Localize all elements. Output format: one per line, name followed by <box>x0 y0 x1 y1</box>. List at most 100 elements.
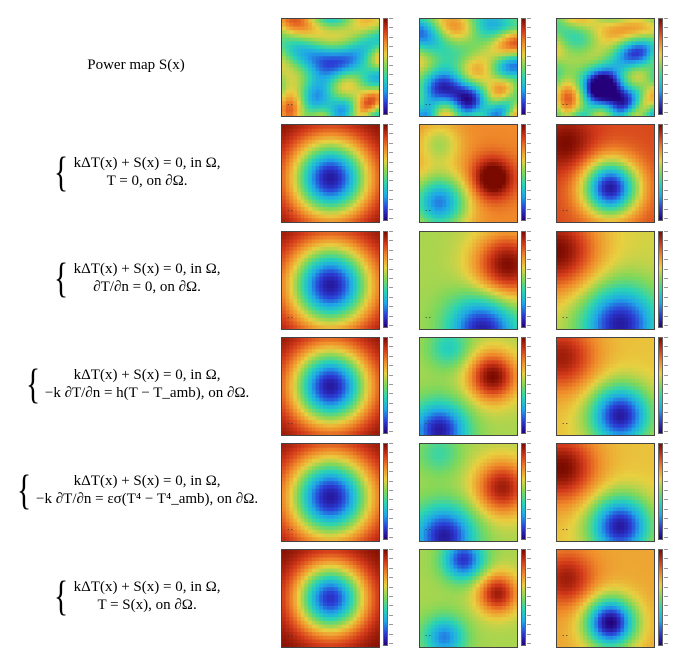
heatmap-cell <box>364 276 369 282</box>
heatmap-cell <box>502 93 507 98</box>
heatmap-cell <box>308 235 313 241</box>
heatmap-cell <box>360 310 365 315</box>
heatmap-cell <box>583 108 588 113</box>
heatmap-cell <box>639 199 644 204</box>
heatmap-cell <box>352 132 358 137</box>
heatmap-cell <box>627 214 633 219</box>
heatmap-cell <box>639 180 644 186</box>
heatmap-cell <box>601 184 607 190</box>
heatmap-cell <box>475 243 481 248</box>
heatmap-cell <box>631 169 636 175</box>
heatmap-cell <box>627 19 633 24</box>
heatmap-cell <box>337 48 343 54</box>
heatmap-cell <box>375 30 379 35</box>
heatmap-cell <box>624 86 629 91</box>
heatmap-cell <box>364 310 369 315</box>
heatmap-cell <box>423 192 429 197</box>
heatmap-cell <box>453 214 458 219</box>
heatmap-cell <box>345 89 350 95</box>
heatmap-cell <box>505 139 511 145</box>
heatmap-cell <box>330 207 335 212</box>
heatmap-cell <box>513 41 517 46</box>
heatmap-cell <box>319 162 324 167</box>
heatmap-cell <box>590 71 595 76</box>
heatmap-cell <box>505 162 511 167</box>
heatmap-cell <box>609 56 614 61</box>
heatmap-cell <box>505 101 511 106</box>
heatmap-cell <box>494 218 499 222</box>
heatmap-cell <box>337 188 343 193</box>
heatmap-cell <box>442 93 447 98</box>
heatmap-cell <box>334 295 339 300</box>
heatmap-cell <box>371 56 376 61</box>
heatmap-cell <box>571 151 577 156</box>
heatmap-cell <box>490 162 496 167</box>
heatmap-cell <box>571 19 577 24</box>
heatmap-cell <box>345 235 350 241</box>
heatmap-cell <box>300 210 305 216</box>
heatmap-cell <box>564 136 569 141</box>
heatmap-cell <box>345 56 350 61</box>
heatmap-cell <box>505 132 511 137</box>
heatmap-cell <box>631 199 636 204</box>
heatmap-cell <box>453 82 458 87</box>
heatmap-cell <box>352 195 358 201</box>
heatmap-cell <box>490 180 496 186</box>
heatmap-cell <box>468 71 473 76</box>
heatmap-cell <box>296 218 302 222</box>
heatmap-cell <box>612 210 618 216</box>
heatmap-cell <box>624 203 629 208</box>
heatmap-cell <box>337 37 343 42</box>
heatmap-cell <box>598 93 603 98</box>
heatmap-cell <box>330 239 335 244</box>
heatmap-cell <box>564 112 569 116</box>
heatmap-cell <box>330 299 335 304</box>
heatmap-cell <box>315 101 320 106</box>
heatmap-cell <box>464 37 470 42</box>
heatmap-cell <box>461 166 466 171</box>
heatmap-cell <box>472 37 477 42</box>
heatmap-cell <box>650 82 654 87</box>
heatmap-cell <box>334 302 339 308</box>
heatmap-cell <box>330 246 335 252</box>
heatmap-cell <box>326 258 332 263</box>
heatmap-cell <box>308 143 313 148</box>
heatmap-cell <box>431 239 436 244</box>
colorbar-tick <box>527 124 531 125</box>
heatmap-cell <box>423 125 429 130</box>
heatmap-cell <box>311 112 317 116</box>
heatmap-cell <box>319 210 324 216</box>
heatmap-cell <box>375 154 379 160</box>
heatmap-cell <box>612 93 618 98</box>
heatmap-cell <box>311 280 317 285</box>
heatmap-cell <box>300 287 305 293</box>
heatmap-cell <box>304 22 309 28</box>
heatmap-cell <box>434 71 440 76</box>
heatmap-cell <box>620 180 625 186</box>
heatmap-cell <box>594 93 599 98</box>
heatmap-cell <box>635 26 640 31</box>
heatmap-cell <box>315 89 320 95</box>
heatmap-cell <box>356 132 361 137</box>
heatmap-cell <box>282 48 287 54</box>
heatmap-cell <box>319 151 324 156</box>
heatmap-cell <box>468 132 473 137</box>
heatmap-cell <box>505 78 511 84</box>
heatmap-cell <box>575 78 580 84</box>
heatmap-cell <box>605 162 610 167</box>
heatmap-cell <box>300 86 305 91</box>
heatmap-cell <box>349 302 354 308</box>
heatmap-cell <box>453 30 458 35</box>
heatmap-cell <box>375 188 379 193</box>
heatmap-cell <box>431 22 436 28</box>
heatmap-cell <box>356 101 361 106</box>
heatmap-cell <box>498 184 503 190</box>
heatmap-cell <box>334 101 339 106</box>
heatmap-cell <box>461 177 466 182</box>
heatmap-cell <box>326 78 332 84</box>
heatmap-cell <box>464 139 470 145</box>
heatmap-cell <box>446 214 451 219</box>
heatmap-cell <box>557 151 562 156</box>
heatmap-cell <box>557 45 562 50</box>
heatmap-cell <box>449 41 455 46</box>
